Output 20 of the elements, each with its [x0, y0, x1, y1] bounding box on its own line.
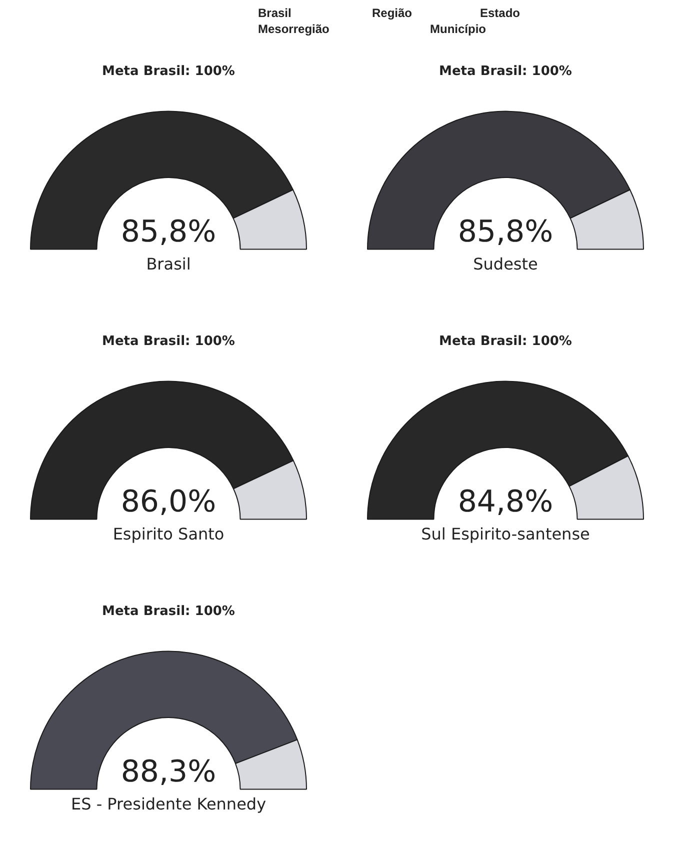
text: Mesorregião [258, 22, 330, 36]
data-label: 88,3% [120, 754, 216, 790]
text: Região [372, 6, 412, 20]
data-label: 86,0% [120, 484, 216, 520]
data-label: 85,8% [458, 214, 554, 250]
data-label: 85,8% [120, 214, 216, 250]
text: Brasil [146, 254, 191, 274]
data-label: 84,8% [458, 484, 554, 520]
chart-title: Meta Brasil: 100% [102, 604, 235, 620]
text: Espirito Santo [112, 524, 224, 544]
chart-title: Meta Brasil: 100% [439, 334, 572, 350]
text: Estado [480, 6, 520, 20]
chart-title: Meta Brasil: 100% [102, 64, 235, 80]
chart-title: Meta Brasil: 100% [439, 64, 572, 80]
text: Sudeste [473, 254, 538, 274]
text: ES - Presidente Kennedy [70, 794, 266, 814]
text: Brasil [258, 6, 292, 20]
text: Sul Espirito-santense [421, 524, 590, 544]
text: Município [430, 22, 486, 36]
chart-title: Meta Brasil: 100% [102, 334, 235, 350]
